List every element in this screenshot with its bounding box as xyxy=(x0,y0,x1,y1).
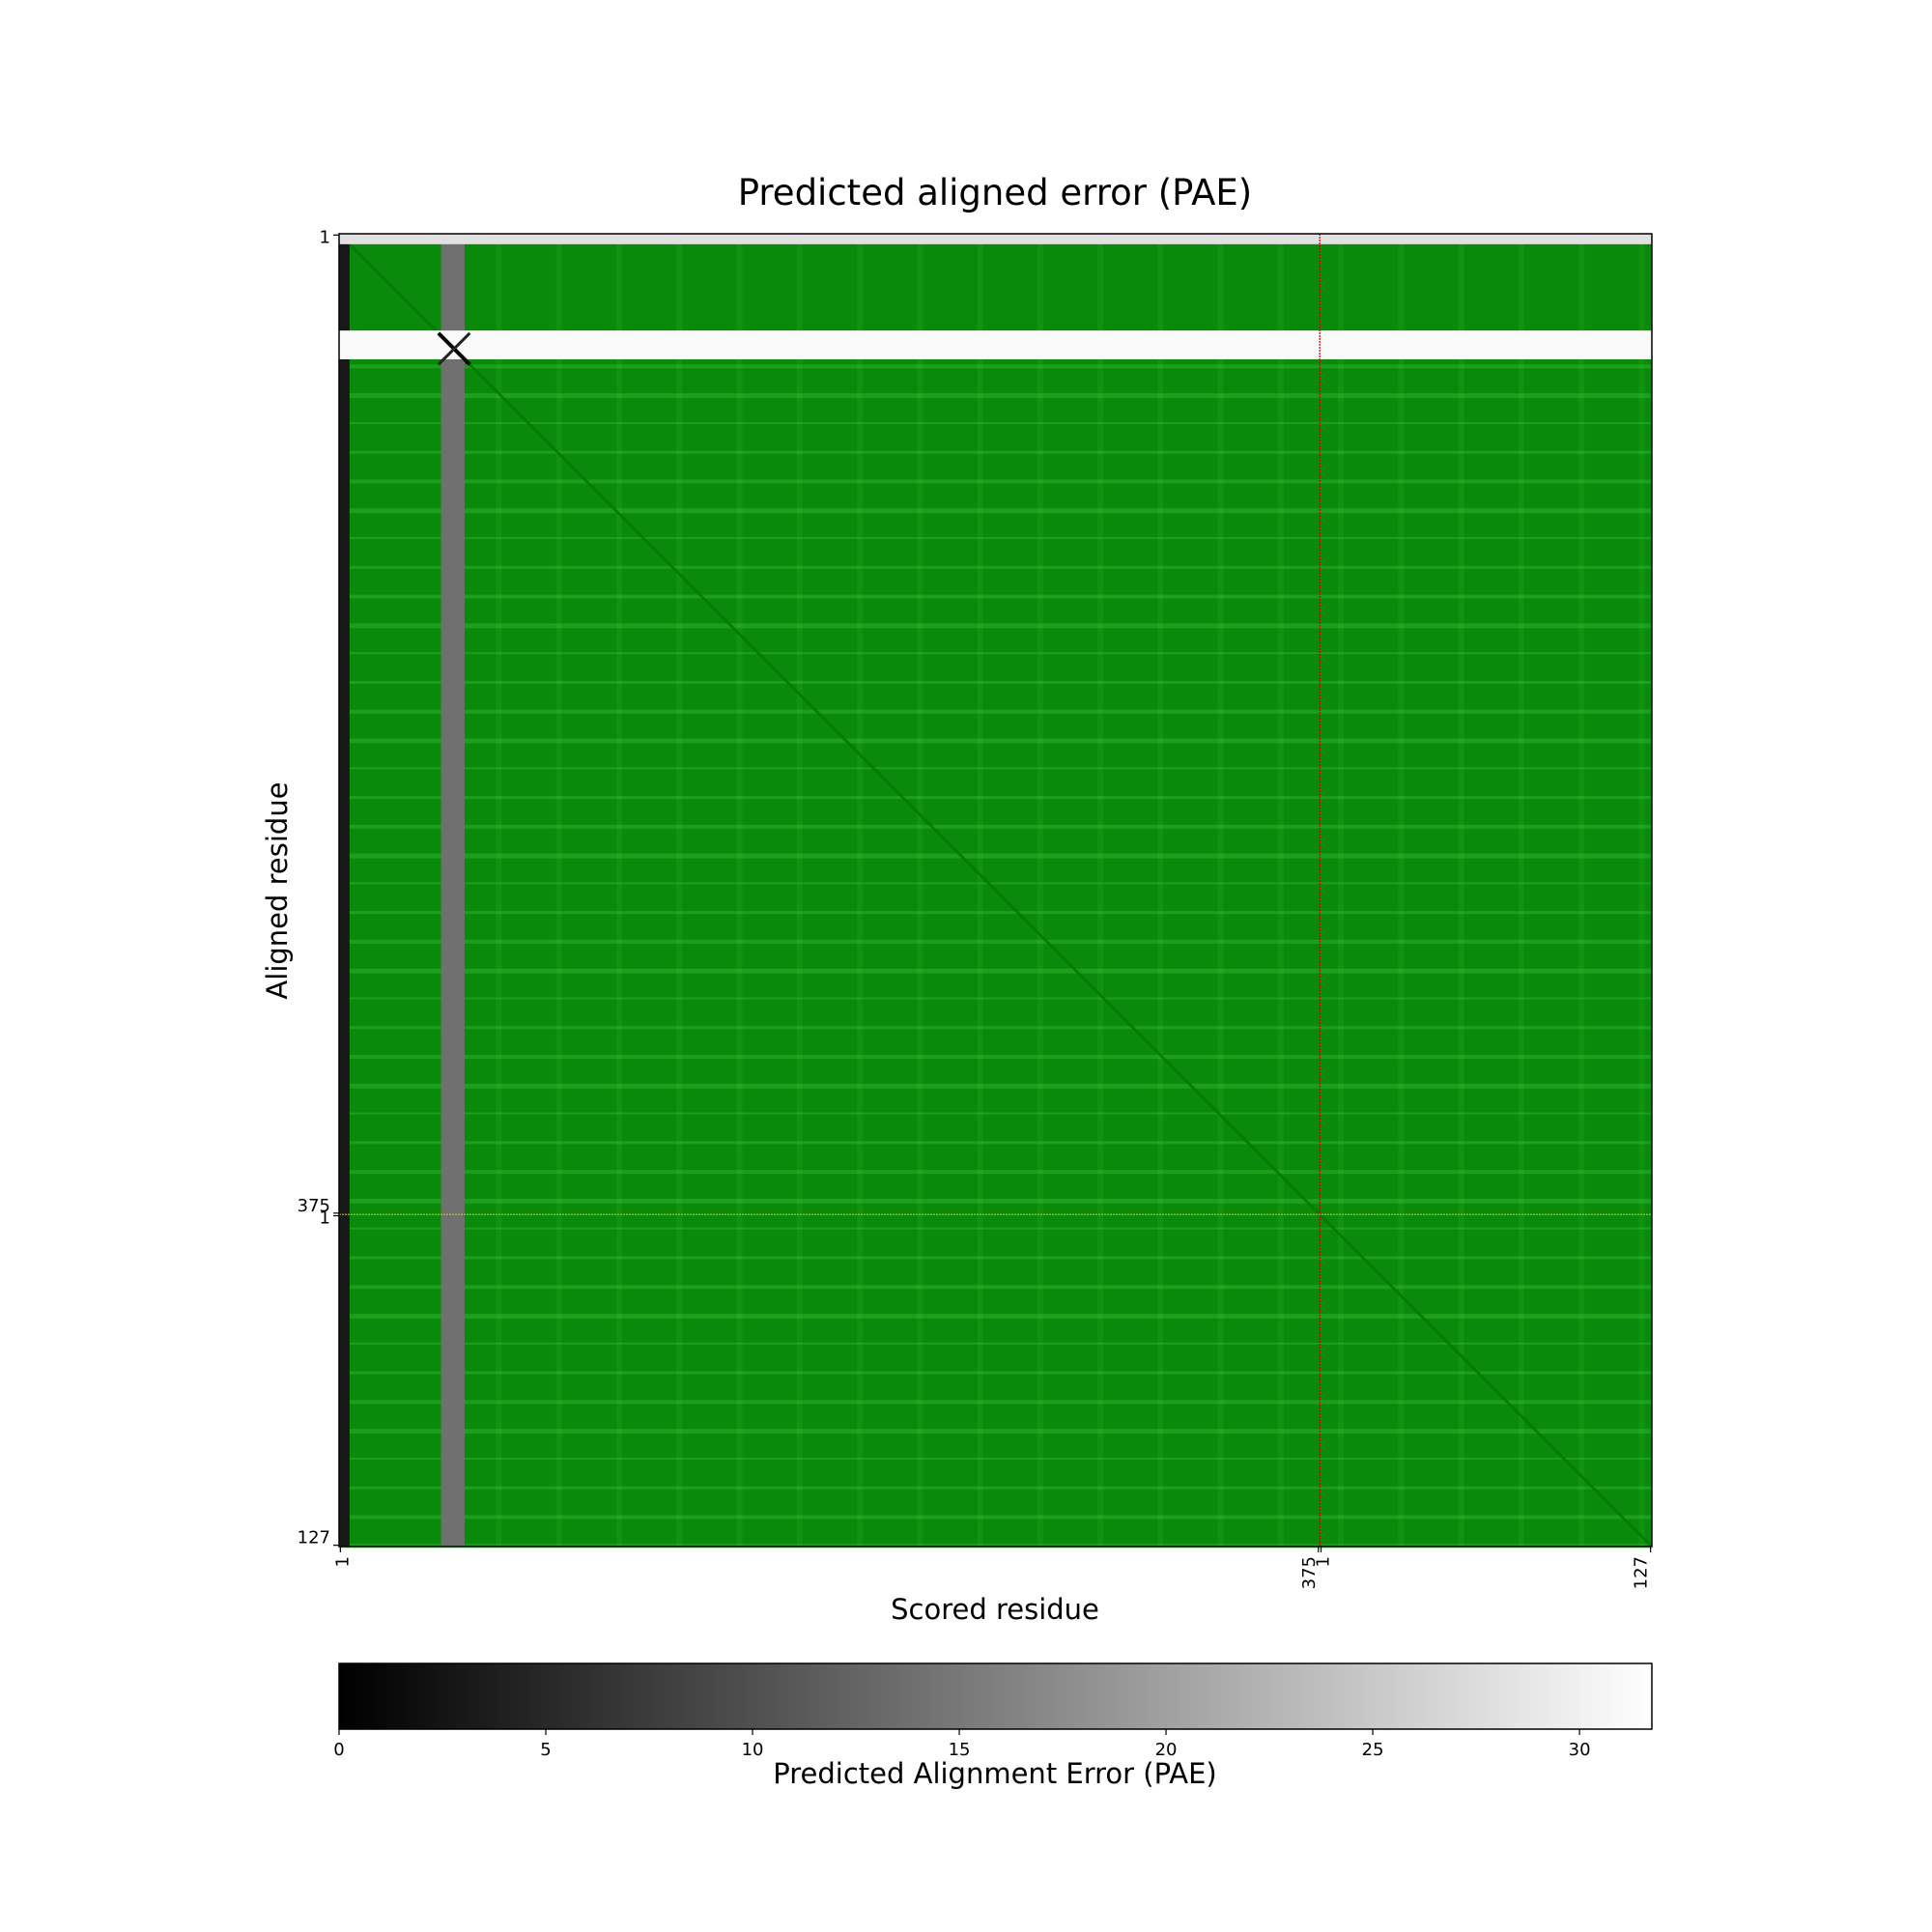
heatmap-stripe xyxy=(339,796,1652,800)
heatmap-stripe xyxy=(339,709,1652,714)
heatmap-stripe xyxy=(339,1026,1652,1030)
x-tick-label: 1 xyxy=(1314,1556,1334,1567)
heatmap-stripe xyxy=(339,1342,1652,1345)
heatmap-stripe xyxy=(339,623,1652,629)
heatmap-stripe xyxy=(339,939,1652,944)
heatmap-stripe xyxy=(339,393,1652,399)
heatmap-stripe xyxy=(339,1515,1652,1520)
heatmap-stripe xyxy=(339,968,1652,974)
heatmap-stripe xyxy=(339,1285,1652,1290)
heatmap-stripe xyxy=(339,1371,1652,1375)
x-tick-label: 127 xyxy=(1632,1556,1652,1589)
y-tick-label: 127 xyxy=(298,1528,330,1548)
heatmap-stripe xyxy=(1277,234,1284,1547)
heatmap-stripe xyxy=(1097,234,1104,1547)
heatmap-stripe xyxy=(339,1055,1652,1060)
heatmap-stripe xyxy=(339,594,1652,599)
heatmap-stripe xyxy=(796,234,803,1547)
heatmap-stripe xyxy=(1398,234,1405,1547)
heatmap-stripe xyxy=(339,1112,1652,1115)
heatmap-stripe xyxy=(339,882,1652,885)
heatmap-stripe xyxy=(339,450,1652,454)
pae-heatmap xyxy=(337,232,1654,1549)
heatmap-stripe xyxy=(917,234,923,1547)
heatmap-stripe xyxy=(1578,234,1585,1547)
chart-title: Predicted aligned error (PAE) xyxy=(738,172,1252,213)
heatmap-high-error-column xyxy=(440,234,465,1547)
heatmap-stripe xyxy=(339,1083,1652,1089)
y-tick-label: 375 xyxy=(298,1196,330,1216)
colorbar-tick-label: 15 xyxy=(949,1740,971,1760)
colorbar-tick-label: 25 xyxy=(1362,1740,1384,1760)
heatmap-stripe xyxy=(1638,234,1645,1547)
heatmap-first-column-band xyxy=(339,234,350,1547)
heatmap-stripe xyxy=(339,1457,1652,1460)
heatmap-stripe xyxy=(339,565,1652,569)
heatmap-stripe xyxy=(1458,234,1464,1547)
heatmap-stripe xyxy=(339,1141,1652,1145)
heatmap-stripe xyxy=(339,1256,1652,1260)
heatmap-diagonal xyxy=(337,232,1321,1216)
colorbar-tick-label: 10 xyxy=(742,1740,764,1760)
y-tick-label: 1 xyxy=(320,1208,330,1229)
heatmap-stripe xyxy=(339,479,1652,484)
colorbar-tick-label: 5 xyxy=(540,1740,551,1760)
x-tick-label: 375 xyxy=(1299,1556,1320,1589)
heatmap-stripe xyxy=(1157,234,1164,1547)
colorbar-tick-label: 20 xyxy=(1155,1740,1178,1760)
x-tick-label: 1 xyxy=(332,1556,353,1567)
heatmap-stripe xyxy=(339,508,1652,514)
heatmap-stripe xyxy=(339,911,1652,915)
heatmap-stripe xyxy=(339,1486,1652,1490)
heatmap-stripe xyxy=(857,234,864,1547)
colorbar-ticks: 0 5 10 15 20 25 30 xyxy=(333,1729,1591,1760)
heatmap-stripe xyxy=(1037,234,1043,1547)
heatmap-stripe xyxy=(496,234,502,1547)
colorbar xyxy=(338,1662,1653,1730)
colorbar-label: Predicted Alignment Error (PAE) xyxy=(773,1757,1216,1790)
colorbar-tick-label: 0 xyxy=(333,1740,344,1760)
heatmap-stripe xyxy=(339,680,1652,684)
plot-frame xyxy=(338,233,1653,1548)
heatmap-stripe xyxy=(339,767,1652,770)
heatmap-stripe xyxy=(339,537,1652,540)
heatmap-stripe xyxy=(339,1400,1652,1405)
heatmap-stripe xyxy=(339,997,1652,1000)
heatmap-stripe xyxy=(339,364,1652,369)
heatmap-stripe xyxy=(615,234,622,1547)
heatmap-high-error-row xyxy=(339,330,1652,359)
heatmap-stripe xyxy=(736,234,743,1547)
heatmap-stripe xyxy=(339,853,1652,859)
heatmap-stripe xyxy=(676,234,683,1547)
heatmap-stripe xyxy=(1217,234,1224,1547)
heatmap-stripe xyxy=(339,1170,1652,1175)
heatmap-stripe xyxy=(339,652,1652,655)
heatmap-stripe xyxy=(339,1227,1652,1230)
heatmap-stripe xyxy=(555,234,562,1547)
y-axis-label: Aligned residue xyxy=(261,781,294,999)
heatmap-diagonal-cross xyxy=(437,331,471,366)
heatmap-stripe xyxy=(339,1314,1652,1320)
heatmap-stripe xyxy=(339,738,1652,744)
colorbar-tick-label: 30 xyxy=(1569,1740,1591,1760)
heatmap-stripe xyxy=(339,1198,1652,1204)
heatmap-first-row-band xyxy=(339,234,1652,244)
heatmap-stripe xyxy=(977,234,983,1547)
heatmap-stripe xyxy=(339,1429,1652,1435)
x-axis-label: Scored residue xyxy=(891,1593,1099,1626)
heatmap-diagonal xyxy=(1319,1213,1654,1548)
heatmap-stripe xyxy=(339,421,1652,424)
heatmap-stripe xyxy=(339,824,1652,829)
heatmap-stripe xyxy=(1518,234,1524,1547)
heatmap-stripe xyxy=(1338,234,1345,1547)
y-tick-label: 1 xyxy=(320,227,330,247)
